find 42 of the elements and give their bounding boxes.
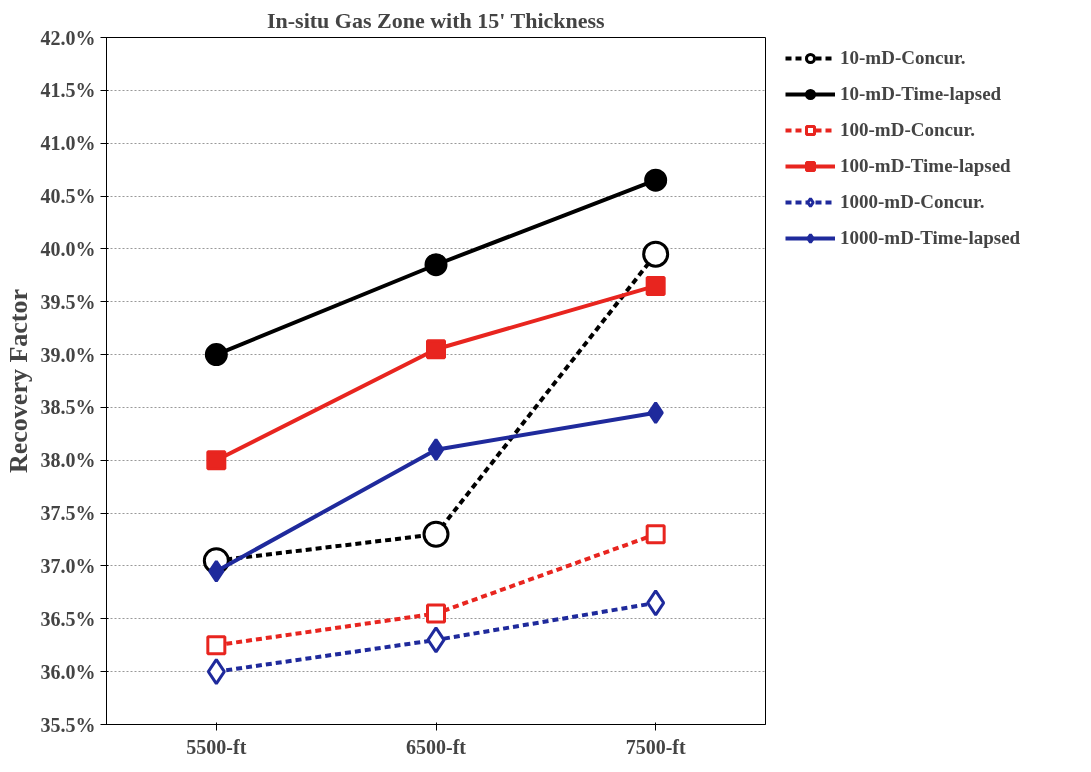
point [426,339,446,360]
y-tick-label: 35.5% [40,713,96,736]
y-tick-label: 38.0% [40,449,96,472]
x-tick-label: 5500-ft [186,735,247,758]
y-tick-label: 37.5% [40,502,96,525]
point [645,524,666,545]
y-tick-label: 39.5% [40,290,96,313]
y-axis-title: Recovery Factor [3,288,33,474]
y-tick-label: 38.5% [40,396,96,419]
point [424,253,448,277]
point [422,520,450,548]
point [427,438,445,462]
y-tick-label: 41.5% [40,79,96,102]
point [426,626,446,654]
point [642,240,670,268]
point [646,589,666,617]
point [647,401,664,425]
legend-label: 10-mD-Time-lapsed [840,83,1002,105]
y-tick-label: 36.5% [40,607,96,630]
legend-label: 1000-mD-Concur. [840,191,985,213]
point [204,343,228,367]
x-tick-label: 6500-ft [406,735,467,758]
y-tick-label: 40.5% [40,185,96,208]
point [208,559,225,583]
legend-label: 1000-mD-Time-lapsed [840,227,1021,249]
y-tick-label: 37.0% [40,554,96,577]
legend-label: 100-mD-Concur. [840,119,975,141]
y-tick-label: 36.0% [40,660,96,683]
y-tick-label: 41.0% [40,132,96,155]
legend-label: 10-mD-Concur. [840,47,966,69]
point [206,450,227,471]
y-tick-label: 40.0% [40,237,96,260]
point [206,658,226,686]
point [644,168,668,192]
chart-title: In-situ Gas Zone with 15' Thickness [266,7,606,33]
point [645,275,666,296]
point [206,635,227,656]
x-tick-label: 7500-ft [625,735,686,758]
y-tick-label: 39.0% [40,343,96,366]
legend-label: 100-mD-Time-lapsed [840,155,1011,177]
y-tick-label: 42.0% [40,26,96,49]
point [426,603,446,624]
